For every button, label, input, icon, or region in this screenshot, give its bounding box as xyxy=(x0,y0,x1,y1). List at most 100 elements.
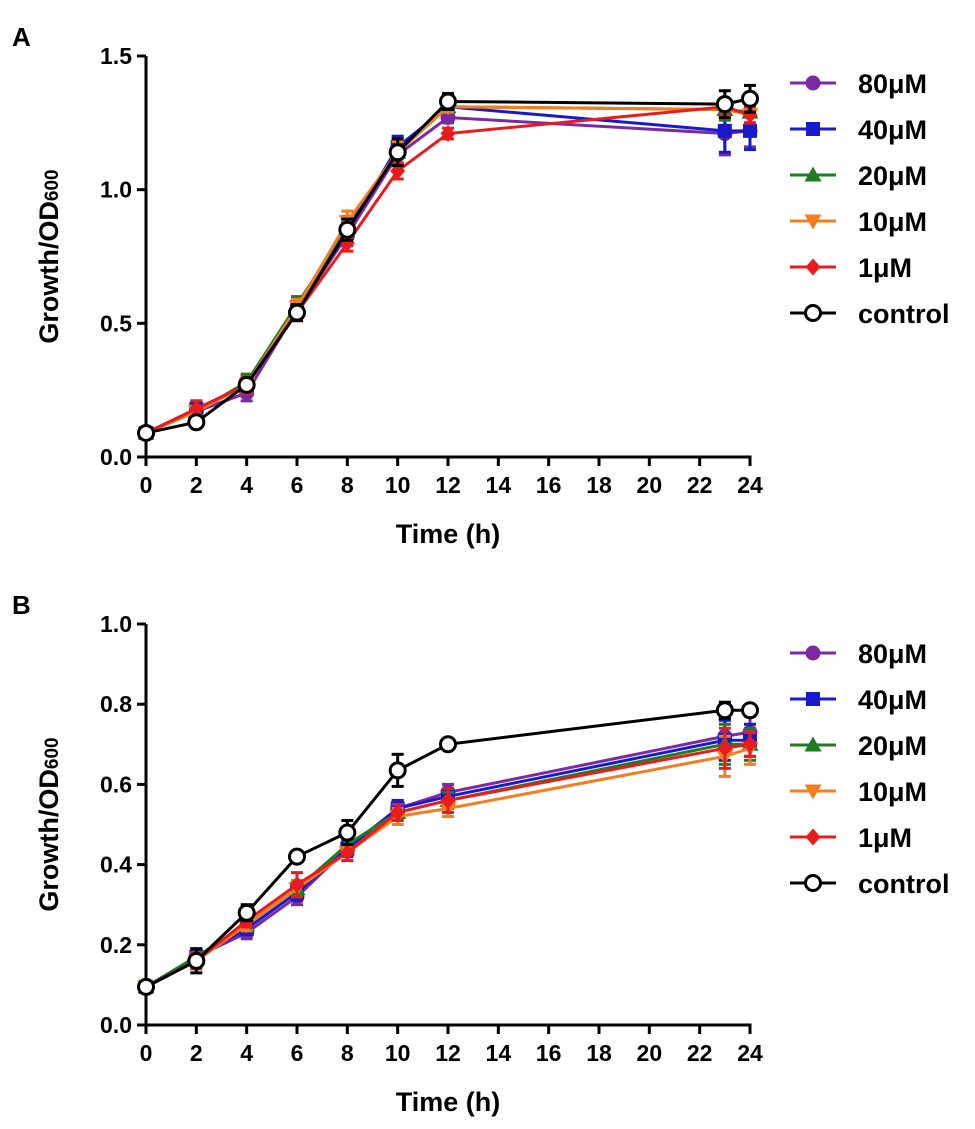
legend-marker xyxy=(804,874,822,892)
legend-label: 20μM xyxy=(858,731,927,761)
legend-marker xyxy=(804,304,822,322)
legend-label: control xyxy=(858,869,950,899)
y-tick-label: 0.5 xyxy=(100,310,132,336)
data-point xyxy=(237,903,256,922)
data-point xyxy=(717,123,732,138)
x-axis-title: Time (h) xyxy=(396,1087,501,1117)
y-axis-title-main: Growth/OD xyxy=(34,769,64,912)
legend-label: 40μM xyxy=(858,685,927,715)
data-point xyxy=(288,303,306,322)
series-line xyxy=(145,105,751,435)
series-2 xyxy=(137,97,759,440)
x-tick-label: 24 xyxy=(737,1040,763,1066)
x-tick-label: 8 xyxy=(341,472,354,498)
data-point xyxy=(237,375,256,394)
x-tick-label: 24 xyxy=(737,472,763,498)
data-point xyxy=(390,803,406,821)
series-5 xyxy=(137,83,759,442)
data-point xyxy=(187,413,206,432)
data-point xyxy=(188,400,204,418)
data-point xyxy=(288,847,306,866)
x-tick-label: 6 xyxy=(291,472,304,498)
legend: 80μM 40μM 20μM 10μM 1μM control xyxy=(790,69,950,329)
series-3 xyxy=(137,730,759,996)
series-4 xyxy=(138,726,758,996)
legend-marker xyxy=(804,214,822,230)
series-2 xyxy=(137,722,759,994)
panel-label-a: A xyxy=(12,22,31,52)
x-tick-label: 18 xyxy=(586,1040,612,1066)
legend: 80μM 40μM 20μM 10μM 1μM control xyxy=(790,639,950,899)
x-tick-label: 18 xyxy=(586,472,612,498)
series-line xyxy=(145,105,751,435)
data-point xyxy=(743,123,757,138)
x-tick-label: 20 xyxy=(637,1040,663,1066)
x-tick-label: 12 xyxy=(435,1040,461,1066)
y-tick-label: 0.4 xyxy=(100,852,132,878)
x-tick-label: 16 xyxy=(536,1040,562,1066)
series-line xyxy=(145,742,751,989)
x-tick-label: 20 xyxy=(637,472,663,498)
y-tick-label: 0.8 xyxy=(100,691,132,717)
data-point xyxy=(137,977,155,996)
legend-marker xyxy=(805,258,821,276)
data-point xyxy=(338,220,357,239)
x-tick-label: 22 xyxy=(687,472,713,498)
x-tick-label: 10 xyxy=(385,472,411,498)
data-point xyxy=(715,95,734,114)
legend-label: 10μM xyxy=(858,777,927,807)
data-point xyxy=(339,844,355,862)
data-point xyxy=(715,701,734,720)
y-axis-title-subscript: 600 xyxy=(42,737,63,769)
data-point xyxy=(741,701,759,720)
y-axis-title: Growth/OD600 xyxy=(34,169,64,343)
y-tick-label: 0.2 xyxy=(100,932,132,958)
x-tick-label: 0 xyxy=(140,1040,153,1066)
y-axis-title-subscript: 600 xyxy=(42,169,63,201)
legend-label: 1μM xyxy=(858,823,912,853)
legend-label: 40μM xyxy=(858,115,927,145)
legend-marker xyxy=(805,75,821,91)
legend-marker xyxy=(805,828,821,846)
y-tick-label: 1.0 xyxy=(100,177,132,203)
series-line xyxy=(145,115,751,435)
x-tick-label: 2 xyxy=(190,472,203,498)
y-tick-label: 0.6 xyxy=(100,771,132,797)
series-1 xyxy=(139,718,757,994)
x-tick-label: 14 xyxy=(486,472,512,498)
data-point xyxy=(289,876,305,894)
legend-marker xyxy=(804,736,822,752)
y-tick-label: 1.5 xyxy=(100,43,132,69)
x-axis-title: Time (h) xyxy=(396,519,501,549)
data-point xyxy=(339,234,355,252)
data-point xyxy=(440,125,456,143)
x-tick-label: 16 xyxy=(536,472,562,498)
legend-marker xyxy=(806,122,820,136)
x-tick-label: 0 xyxy=(140,472,153,498)
panel-a: A 0 2 4 6 8 10 12 14 16 18 20 22 24 0.0 0.5 1.0 1.5 Time … xyxy=(0,0,975,560)
series-line xyxy=(145,105,750,435)
series-1 xyxy=(139,99,757,440)
chart-b: 0 2 4 6 8 10 12 14 16 18 20 22 240.00.20.40.60.81.0T… xyxy=(34,611,950,1117)
y-axis-title: Growth/OD600 xyxy=(34,737,64,911)
legend-marker xyxy=(804,166,822,182)
data-point xyxy=(439,735,457,754)
data-point xyxy=(388,761,407,780)
series-line xyxy=(145,738,750,989)
series-line xyxy=(145,730,751,989)
series-line xyxy=(145,742,750,989)
panel-label-b: B xyxy=(12,590,31,620)
legend-label: 80μM xyxy=(858,69,927,99)
y-axis-title-main: Growth/OD xyxy=(34,201,64,344)
data-point xyxy=(440,791,456,809)
y-tick-label: 0.0 xyxy=(100,444,132,470)
series-5 xyxy=(137,700,759,996)
x-tick-label: 4 xyxy=(240,472,253,498)
x-tick-label: 14 xyxy=(486,1040,512,1066)
legend-label: control xyxy=(858,299,950,329)
x-tick-label: 6 xyxy=(291,1040,304,1066)
panel-b: B 0 2 4 6 8 10 12 14 16 18 20 22 24 0.0 0.2 0.4 0.6 0.8 1.… xyxy=(0,568,975,1129)
data-point xyxy=(717,739,733,757)
x-tick-label: 10 xyxy=(385,1040,411,1066)
